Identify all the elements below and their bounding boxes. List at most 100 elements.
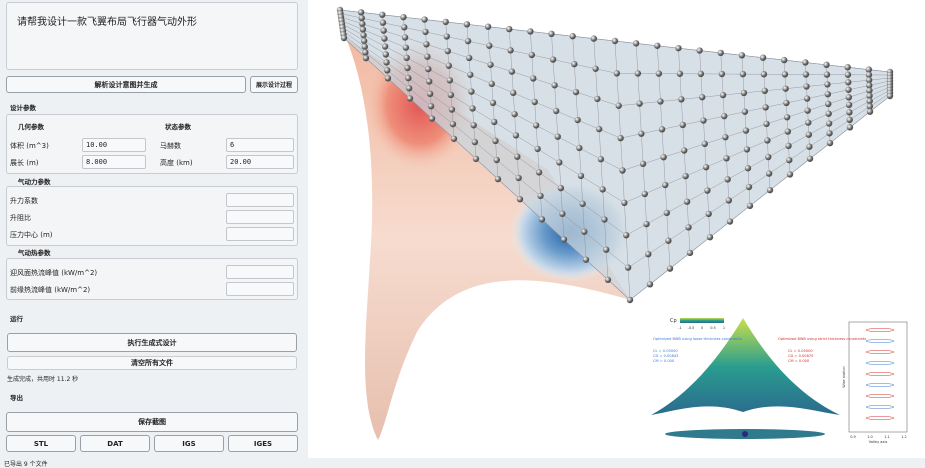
control-point xyxy=(449,106,455,112)
control-point xyxy=(657,98,663,104)
mach-select[interactable]: 6 xyxy=(226,138,294,152)
control-point xyxy=(363,55,369,61)
control-point xyxy=(464,21,470,27)
control-point xyxy=(785,143,791,149)
control-point xyxy=(619,167,625,173)
control-point xyxy=(380,20,386,26)
control-point xyxy=(424,53,430,59)
control-point xyxy=(532,99,538,105)
inset-coeff: CD = 0.00843 xyxy=(653,354,678,358)
control-point xyxy=(823,62,829,68)
format-button[interactable]: STL xyxy=(6,435,76,452)
control-point xyxy=(616,103,622,109)
control-point xyxy=(654,43,660,49)
control-point xyxy=(802,59,808,65)
control-point xyxy=(704,187,710,193)
control-point xyxy=(805,119,811,125)
control-point xyxy=(581,229,587,235)
control-point xyxy=(762,88,768,94)
control-point xyxy=(423,41,429,47)
control-point xyxy=(804,107,810,113)
screenshot-button[interactable]: 保存截图 xyxy=(6,412,298,432)
control-point xyxy=(555,133,561,139)
control-point xyxy=(579,201,585,207)
control-point xyxy=(359,15,365,21)
show-process-button[interactable]: 展示设计过程 xyxy=(250,76,298,93)
format-button[interactable]: IGS xyxy=(154,435,224,452)
control-point xyxy=(490,100,496,106)
control-point xyxy=(659,126,665,132)
aero-input[interactable] xyxy=(226,210,294,224)
inset-x-label: Valley axis xyxy=(869,440,888,444)
heat-input[interactable] xyxy=(226,265,294,279)
control-point xyxy=(341,35,347,41)
control-point xyxy=(400,14,406,20)
control-point xyxy=(429,115,435,121)
control-point xyxy=(681,147,687,153)
control-point xyxy=(468,88,474,94)
control-point xyxy=(425,66,431,72)
control-point xyxy=(495,176,501,182)
control-point xyxy=(887,93,893,99)
control-point xyxy=(489,81,495,87)
control-point xyxy=(824,71,830,77)
control-point xyxy=(533,122,539,128)
control-point xyxy=(359,21,365,27)
control-point xyxy=(605,277,611,283)
execute-button[interactable]: 执行生成式设计 xyxy=(7,333,297,352)
control-point xyxy=(763,121,769,127)
format-button[interactable]: DAT xyxy=(80,435,150,452)
control-point xyxy=(517,196,523,202)
control-point xyxy=(647,281,653,287)
aero-input[interactable] xyxy=(226,227,294,241)
field-label: 展长 (m) xyxy=(10,158,39,168)
control-point xyxy=(827,140,833,146)
control-point xyxy=(466,55,472,61)
control-point xyxy=(561,236,567,242)
altitude-input[interactable]: 20.00 xyxy=(226,155,294,169)
control-point xyxy=(404,55,410,61)
control-point xyxy=(443,19,449,25)
parse-button[interactable]: 解析设计意图并生成 xyxy=(6,76,246,93)
clear-button[interactable]: 清空所有文件 xyxy=(7,356,297,370)
control-point xyxy=(514,153,520,159)
control-point xyxy=(765,154,771,160)
control-point xyxy=(384,67,390,73)
control-point xyxy=(699,94,705,100)
control-point xyxy=(473,156,479,162)
control-point xyxy=(603,246,609,252)
control-point xyxy=(401,24,407,30)
format-button[interactable]: IGES xyxy=(228,435,298,452)
control-point xyxy=(591,35,597,41)
control-point xyxy=(846,94,852,100)
control-point xyxy=(787,171,793,177)
inset-label: Optimized BWB using strict thickness con… xyxy=(778,337,866,341)
span-input[interactable]: 8.000 xyxy=(82,155,146,169)
control-point xyxy=(727,218,733,224)
control-point xyxy=(534,146,540,152)
control-point xyxy=(684,199,690,205)
control-point xyxy=(706,211,712,217)
control-point xyxy=(847,124,853,130)
section-title: 导出 xyxy=(10,392,23,402)
control-point xyxy=(583,256,589,262)
inset-x-tick: 1.1 xyxy=(884,435,890,439)
heat-input[interactable] xyxy=(226,282,294,296)
control-point xyxy=(446,63,452,69)
control-point xyxy=(448,92,454,98)
control-point xyxy=(551,82,557,88)
control-point xyxy=(381,35,387,41)
control-point xyxy=(781,57,787,63)
prompt-input[interactable]: 请帮我设计一款飞翼布局飞行器气动外形 xyxy=(6,2,298,70)
control-point xyxy=(558,185,564,191)
control-point xyxy=(536,169,542,175)
control-point xyxy=(806,131,812,137)
control-point xyxy=(405,75,411,81)
aero-input[interactable] xyxy=(226,193,294,207)
volume-input[interactable]: 10.00 xyxy=(82,138,146,152)
field-label: 升力系数 xyxy=(10,196,38,206)
control-point xyxy=(665,238,671,244)
control-point xyxy=(494,157,500,163)
control-point xyxy=(491,119,497,125)
